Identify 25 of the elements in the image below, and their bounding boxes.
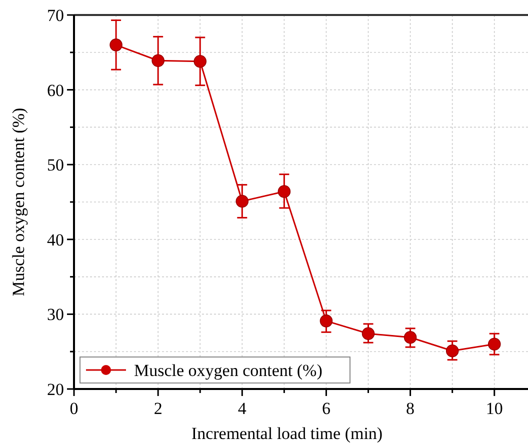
x-tick-label: 6 [322, 399, 330, 418]
x-tick-label: 10 [486, 399, 503, 418]
point [194, 54, 207, 68]
point [320, 314, 333, 328]
point [278, 185, 291, 198]
y-tick-label: 70 [47, 6, 64, 25]
point [152, 54, 164, 68]
x-axis-title: Incremental load time (min) [191, 424, 383, 443]
point [446, 344, 459, 358]
point [110, 38, 122, 52]
x-tick-label: 8 [406, 399, 415, 418]
x-tick-label: 4 [238, 399, 247, 418]
point [488, 338, 501, 351]
y-tick-label: 60 [47, 80, 64, 100]
y-tick-label: 20 [47, 380, 64, 399]
y-axis-title: Muscle oxygen content (%) [9, 108, 28, 296]
point [404, 330, 417, 344]
y-tick-label: 40 [47, 230, 64, 250]
x-tick-label: 0 [70, 399, 78, 418]
point [236, 194, 249, 208]
y-tick-label: 30 [47, 305, 64, 324]
y-tick-label: 50 [47, 156, 64, 175]
legend-label: Muscle oxygen content (%) [134, 360, 322, 380]
x-tick-label: 2 [154, 399, 162, 418]
point [362, 327, 375, 340]
